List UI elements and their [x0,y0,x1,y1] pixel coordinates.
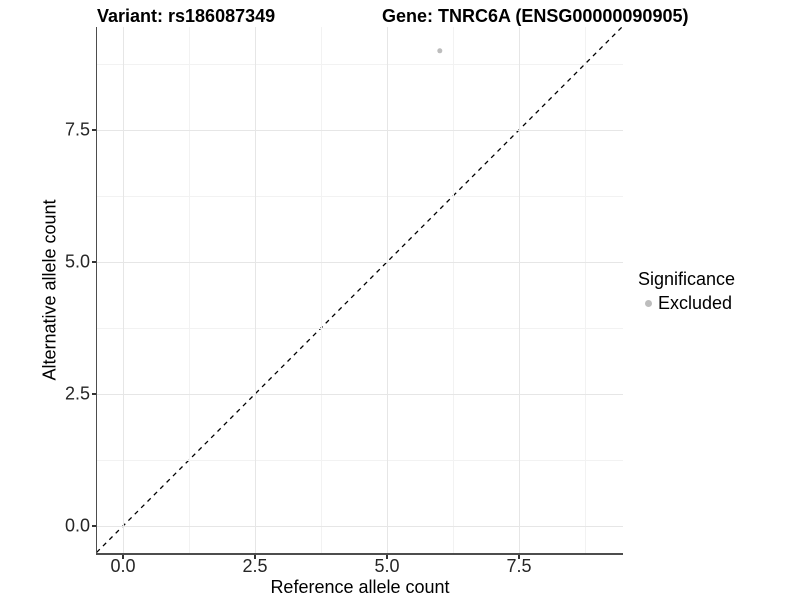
gridline-minor-h [97,63,623,65]
x-tick-label: 7.5 [506,556,532,576]
plot-svg [97,27,623,553]
x-axis-title: Reference allele count [270,577,450,597]
gridline-major-h [97,393,623,395]
legend-entry: Excluded [638,293,735,314]
x-axis-tick-mark [518,555,520,559]
gridline-minor-v [320,27,322,553]
x-tick-label: 0.0 [110,556,136,576]
identity-reference-line [97,27,623,553]
gridline-minor-h [97,195,623,197]
x-axis-tick-mark [386,555,388,559]
gridline-minor-v [188,27,190,553]
legend-title: Significance [638,269,736,289]
excluded-point-icon [644,300,652,307]
y-axis-tick-mark [91,525,96,527]
variant-title: Variant: rs186087349 [97,6,276,26]
x-axis-line [95,553,623,555]
gridline-minor-h [97,459,623,461]
legend-entry-label: Excluded [658,293,733,313]
plot-panel [97,27,623,553]
x-tick-label: 2.5 [242,556,268,576]
x-axis-tick-mark [122,555,124,559]
gridline-major-v [122,27,124,553]
legend-key [638,295,658,313]
gridline-major-v [386,27,388,553]
y-tick-label: 0.0 [64,515,90,536]
y-axis-line [95,27,97,553]
gridline-minor-v [584,27,586,553]
gridline-major-h [97,129,623,131]
x-axis-tick-mark [254,555,256,559]
y-axis-tick-mark [91,129,96,131]
gene-title: Gene: TNRC6A (ENSG00000090905) [382,6,689,26]
gridline-minor-h [97,327,623,329]
data-point [437,48,443,54]
y-tick-label: 2.5 [64,383,90,404]
gridline-major-v [518,27,520,553]
legend: Significance Excluded [638,269,735,314]
gridline-minor-v [452,27,454,553]
y-axis-title: Alternative allele count [39,199,60,381]
y-tick-label: 7.5 [64,119,90,140]
gridline-major-h [97,525,623,527]
gridline-major-h [97,261,623,263]
x-tick-label: 5.0 [374,556,400,576]
y-tick-label: 5.0 [64,251,90,272]
gridline-major-v [254,27,256,553]
y-axis-tick-mark [91,393,96,395]
y-axis-tick-mark [91,261,96,263]
